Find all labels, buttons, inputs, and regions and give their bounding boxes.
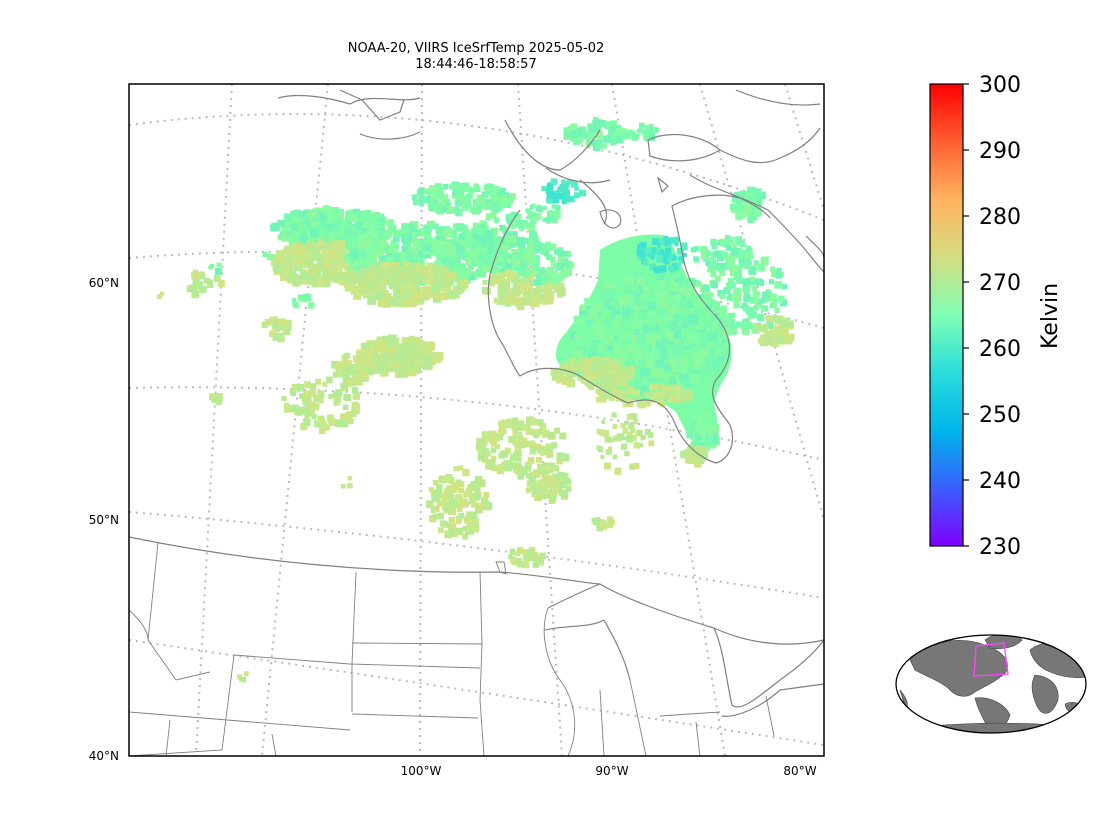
- colorbar-tick-label: 230: [979, 535, 1021, 560]
- colorbar-gradient: [929, 83, 964, 547]
- state-borders: [129, 542, 775, 756]
- map-title-line2: 18:44:46-18:58:57: [415, 57, 536, 72]
- lon-label-100w: 100°W: [401, 764, 442, 778]
- main-map: [128, 83, 825, 757]
- lat-label-50n: 50°N: [89, 513, 119, 527]
- colorbar-tick-label: 240: [979, 469, 1021, 494]
- colorbar-tick-label: 270: [979, 271, 1021, 296]
- lat-label-60n: 60°N: [89, 276, 119, 290]
- colorbar-tick-label: 280: [979, 205, 1021, 230]
- colorbar-label: Kelvin: [1038, 283, 1063, 349]
- coastlines: [129, 89, 824, 717]
- colorbar-tick-label: 290: [979, 139, 1021, 164]
- lon-label-80w: 80°W: [783, 764, 816, 778]
- inset-frame: [895, 634, 1087, 734]
- colorbar-tick-label: 250: [979, 403, 1021, 428]
- lat-label-40n: 40°N: [89, 749, 119, 763]
- us-canada-border: [129, 536, 824, 645]
- inset-region-box: [973, 642, 1009, 677]
- colorbar-ticks: 300 290 280 270 260 250 240 230: [963, 73, 1021, 560]
- map-title-line1: NOAA-20, VIIRS IceSrfTemp 2025-05-02: [348, 41, 605, 56]
- map-frame: [128, 83, 825, 757]
- lon-label-90w: 90°W: [595, 764, 628, 778]
- colorbar: 300 290 280 270 260 250 240 230 Kelvin: [929, 73, 1063, 560]
- colorbar-tick-label: 260: [979, 337, 1021, 362]
- colorbar-tick-label: 300: [979, 73, 1021, 98]
- inset-globe: [895, 634, 1087, 734]
